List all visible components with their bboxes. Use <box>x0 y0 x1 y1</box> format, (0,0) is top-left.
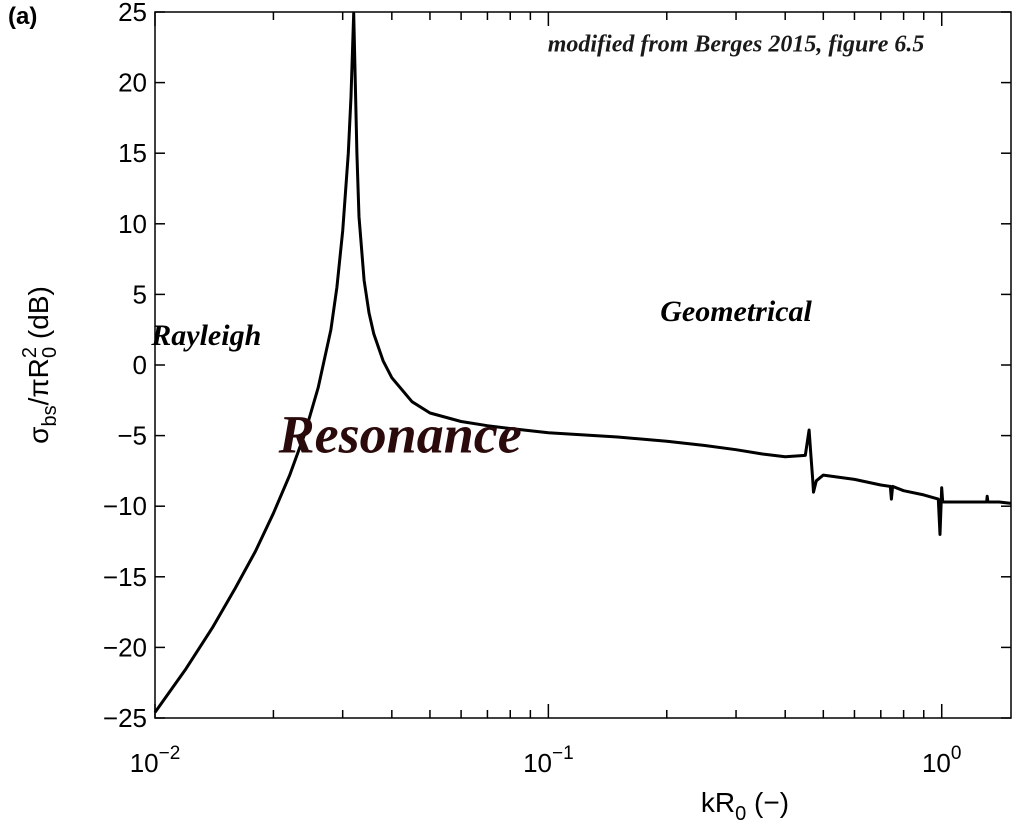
y-tick-label: −25 <box>103 703 147 733</box>
series-layer <box>153 11 1012 714</box>
x-axis-label: kR0 (−) <box>701 787 789 825</box>
x-tick-label: 10−2 <box>130 743 181 778</box>
x-axis: 10−2 10−1 100 <box>130 12 962 778</box>
y-tick-label: 25 <box>118 0 147 27</box>
y-tick-label: −5 <box>117 421 147 451</box>
annotation-rayleigh: Rayleigh <box>150 319 261 352</box>
y-tick-label: 15 <box>118 138 147 168</box>
y-tick-label: 20 <box>118 68 147 98</box>
y-tick-label: 0 <box>133 350 147 380</box>
annotation-modified: modified from Berges 2015, figure 6.5 <box>548 32 925 58</box>
series-line-0 <box>153 11 1012 714</box>
panel-label: (a) <box>8 3 37 30</box>
y-axis-label: σbs/πR20 (dB) <box>19 286 61 444</box>
annotation-resonance: Resonance <box>278 405 522 465</box>
x-tick-label: 100 <box>922 743 962 778</box>
x-tick-label: 10−1 <box>523 743 574 778</box>
annotation-geometrical: Geometrical <box>660 295 812 328</box>
y-axis: 25 20 15 10 5 0 −5 −10 −15 −20 −25 <box>103 0 1011 733</box>
y-tick-label: 10 <box>118 209 147 239</box>
y-tick-label: −10 <box>103 491 147 521</box>
y-tick-label: −20 <box>103 632 147 662</box>
y-tick-label: −15 <box>103 562 147 592</box>
plot-area: 10−2 10−1 100 25 20 15 10 5 0 −5 −10 −15 −20 −25 mod… <box>103 0 1012 778</box>
annotations: modified from Berges 2015, figure 6.5 Ray… <box>150 32 924 465</box>
plot-frame <box>154 11 1012 719</box>
y-tick-label: 5 <box>133 279 147 309</box>
